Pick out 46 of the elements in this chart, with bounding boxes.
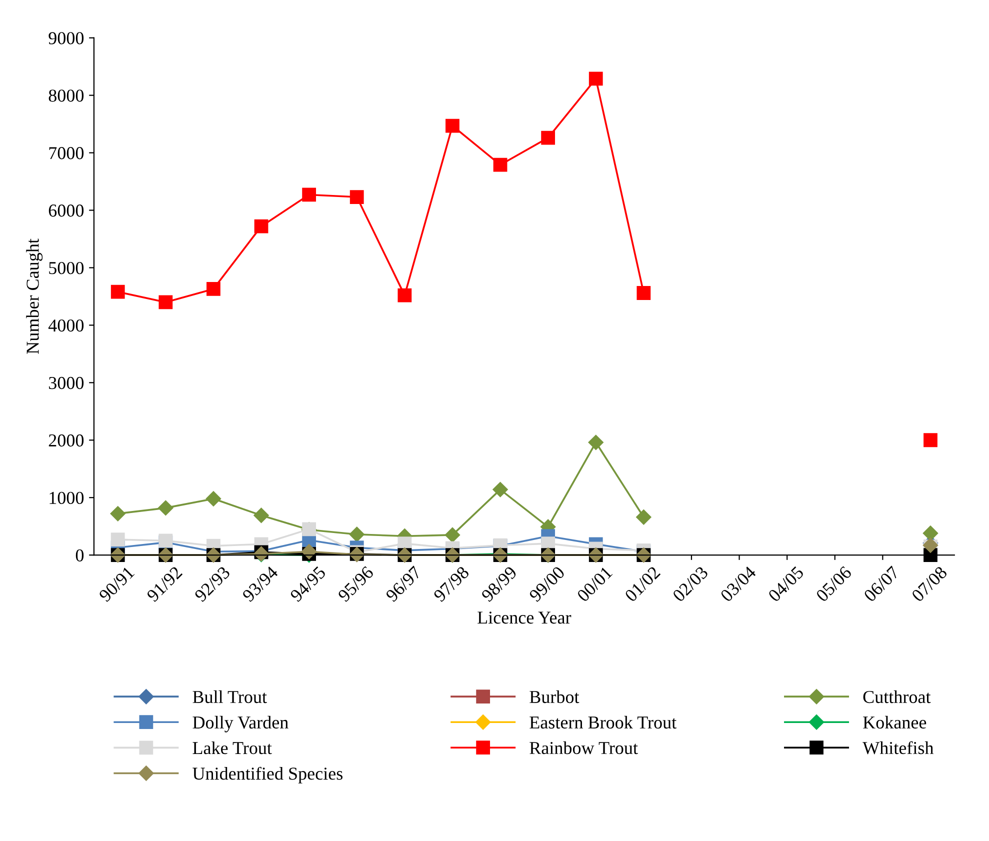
y-tick-label: 4000 <box>48 319 84 332</box>
point <box>254 219 268 234</box>
y-tick-label: 2000 <box>48 434 84 447</box>
y-tick-label: 7000 <box>49 147 84 160</box>
legend-label: Eastern Brook Trout <box>530 716 676 729</box>
point <box>206 491 222 506</box>
point <box>493 158 508 172</box>
y-tick-label: 3000 <box>48 376 84 390</box>
point <box>158 500 174 516</box>
point <box>922 526 938 541</box>
point <box>492 482 508 498</box>
y-axis-title: Number Caught <box>26 238 43 354</box>
y-tick-label: 6000 <box>48 204 84 217</box>
legend-label: Dolly Varden <box>192 716 288 732</box>
point <box>110 506 126 522</box>
y-tick-label: 1000 <box>50 492 84 504</box>
y-tick-label: 9000 <box>48 32 84 44</box>
point <box>398 288 412 302</box>
point <box>350 190 364 204</box>
point <box>302 188 316 202</box>
legend-label: Cutthroat <box>863 690 931 704</box>
y-tick-label: 8000 <box>48 90 84 102</box>
point <box>588 434 604 450</box>
point <box>110 284 125 299</box>
point <box>349 526 364 542</box>
point <box>206 282 220 296</box>
y-tick-label: 0 <box>76 549 84 562</box>
point <box>588 72 603 86</box>
y-tick-label: 5000 <box>49 262 84 274</box>
point <box>158 295 173 310</box>
point <box>110 532 125 546</box>
legend-label: Kokanee <box>863 716 926 729</box>
point <box>636 510 652 525</box>
legend-label: Unidentified Species <box>192 766 342 784</box>
legend-label: Burbot <box>530 690 580 704</box>
legend-label: Rainbow Trout <box>530 741 638 754</box>
point <box>636 286 651 300</box>
point <box>446 118 460 133</box>
legend-label: Bull Trout <box>192 690 267 704</box>
point <box>924 433 938 448</box>
legend-label: Lake Trout <box>192 741 272 754</box>
legend-label: Whitefish <box>862 741 934 754</box>
point <box>541 130 556 145</box>
point <box>444 527 460 543</box>
point <box>254 508 269 523</box>
x-axis-title: Licence Year <box>478 612 572 624</box>
